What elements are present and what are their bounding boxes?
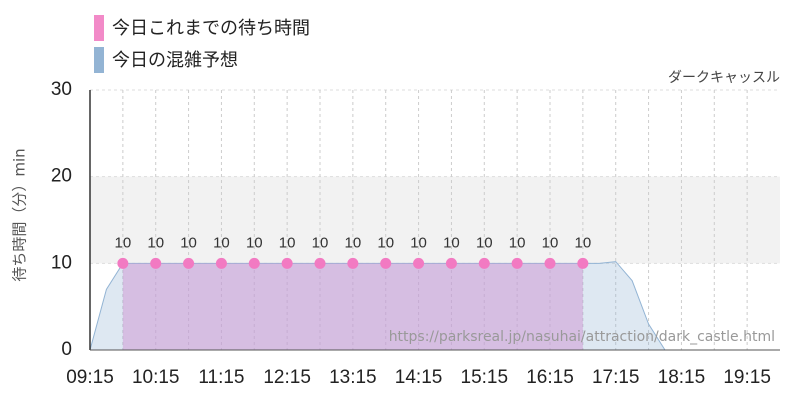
- x-tick-label: 15:15: [461, 367, 509, 388]
- data-point: [150, 257, 162, 269]
- data-label: 10: [147, 234, 164, 251]
- data-point: [281, 257, 293, 269]
- x-tick-label: 17:15: [592, 367, 640, 388]
- data-label: 10: [115, 234, 132, 251]
- x-tick-label: 10:15: [132, 367, 180, 388]
- data-point: [117, 257, 129, 269]
- data-point: [413, 257, 425, 269]
- y-tick-label: 30: [51, 79, 72, 100]
- data-point: [183, 257, 195, 269]
- y-axis-label: 待ち時間（分）min: [11, 148, 29, 281]
- data-point: [511, 257, 523, 269]
- y-tick-label: 0: [61, 339, 72, 360]
- data-label: 10: [345, 234, 362, 251]
- area: [122, 263, 583, 350]
- data-point: [380, 257, 392, 269]
- data-label: 10: [509, 234, 526, 251]
- x-tick-label: 13:15: [329, 367, 377, 388]
- x-tick-label: 16:15: [526, 367, 574, 388]
- legend-label: 今日の混雑予想: [112, 50, 238, 71]
- data-point: [314, 257, 326, 269]
- chart-title: ダークキャッスル: [668, 70, 780, 86]
- data-label: 10: [213, 234, 230, 251]
- y-tick-label: 10: [51, 252, 72, 273]
- data-label: 10: [312, 234, 329, 251]
- data-point: [347, 257, 359, 269]
- data-point: [445, 257, 457, 269]
- data-point: [215, 257, 227, 269]
- data-label: 10: [575, 234, 592, 251]
- data-label: 10: [443, 234, 460, 251]
- data-label: 10: [279, 234, 296, 251]
- y-tick-label: 20: [51, 166, 72, 187]
- x-tick-label: 19:15: [723, 367, 771, 388]
- legend-swatch: [94, 15, 104, 41]
- data-point: [577, 257, 589, 269]
- data-label: 10: [410, 234, 427, 251]
- data-point: [248, 257, 260, 269]
- data-label: 10: [180, 234, 197, 251]
- data-label: 10: [542, 234, 559, 251]
- legend-swatch: [94, 47, 104, 73]
- data-point: [478, 257, 490, 269]
- data-label: 10: [476, 234, 493, 251]
- x-tick-label: 11:15: [198, 367, 244, 388]
- data-label: 10: [246, 234, 263, 251]
- grid-band: [90, 176, 780, 264]
- x-tick-label: 14:15: [395, 367, 443, 388]
- data-point: [544, 257, 556, 269]
- data-label: 10: [377, 234, 394, 251]
- x-tick-label: 09:15: [66, 367, 114, 388]
- legend-label: 今日これまでの待ち時間: [112, 18, 310, 39]
- x-tick-label: 12:15: [263, 367, 311, 388]
- watermark: https://parksreal.jp/nasuhai/attraction/…: [389, 329, 775, 345]
- x-tick-label: 18:15: [658, 367, 706, 388]
